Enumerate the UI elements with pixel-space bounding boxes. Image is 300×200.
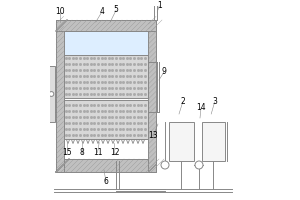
Circle shape xyxy=(195,161,203,169)
Text: 8: 8 xyxy=(80,148,85,157)
Text: 6: 6 xyxy=(103,178,108,186)
Bar xyxy=(56,20,156,31)
Text: 13: 13 xyxy=(148,132,158,140)
Circle shape xyxy=(161,161,169,169)
Bar xyxy=(46,88,48,102)
Text: 1: 1 xyxy=(157,1,162,10)
Text: 15: 15 xyxy=(62,148,72,157)
Text: 2: 2 xyxy=(180,98,185,106)
Bar xyxy=(169,122,194,161)
Bar xyxy=(48,66,55,122)
Text: 14: 14 xyxy=(196,104,206,112)
Text: 11: 11 xyxy=(93,148,102,157)
Text: 3: 3 xyxy=(212,98,217,106)
Bar xyxy=(64,100,148,139)
Text: 12: 12 xyxy=(110,148,119,157)
Text: 10: 10 xyxy=(55,7,64,17)
Bar xyxy=(148,20,156,172)
Text: 5: 5 xyxy=(114,5,118,15)
Bar xyxy=(56,159,156,172)
Circle shape xyxy=(49,92,54,96)
Text: 4: 4 xyxy=(99,7,104,17)
Bar xyxy=(56,20,64,172)
Bar xyxy=(64,55,148,98)
Bar xyxy=(202,122,225,161)
Text: 9: 9 xyxy=(162,68,167,76)
Bar xyxy=(64,31,148,55)
